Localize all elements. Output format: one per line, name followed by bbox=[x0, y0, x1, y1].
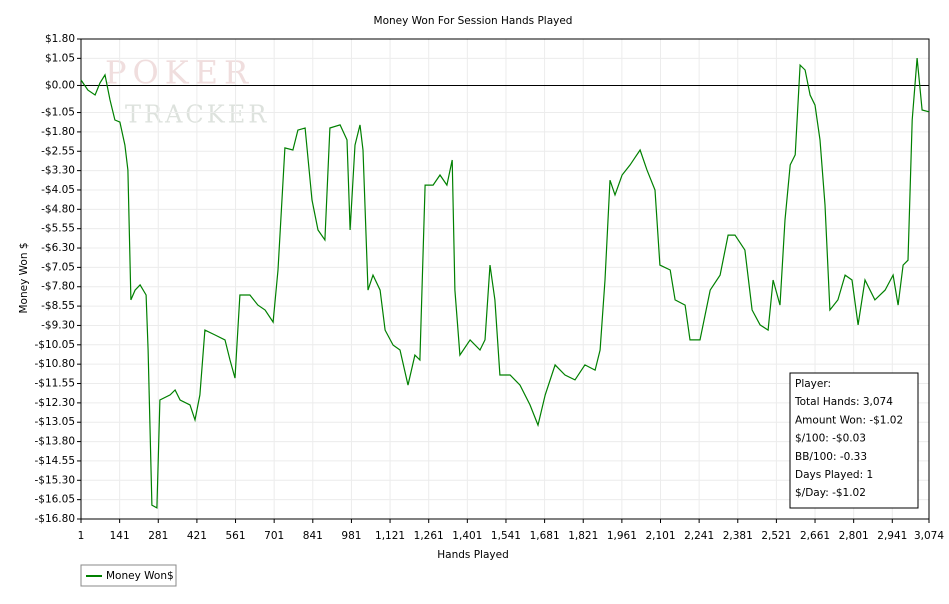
x-tick-label: 1,541 bbox=[491, 530, 521, 542]
y-tick-label: -$5.55 bbox=[41, 223, 75, 235]
x-tick-label: 2,381 bbox=[723, 530, 753, 542]
x-tick-label: 561 bbox=[226, 530, 246, 542]
y-tick-label: $0.00 bbox=[45, 79, 75, 91]
stats-line: Amount Won: -$1.02 bbox=[795, 414, 903, 426]
y-tick-label: -$3.30 bbox=[41, 165, 75, 177]
x-tick-label: 1,261 bbox=[414, 530, 444, 542]
chart-title: Money Won For Session Hands Played bbox=[374, 15, 573, 27]
y-tick-label: -$13.05 bbox=[34, 416, 75, 428]
x-tick-label: 1,821 bbox=[568, 530, 598, 542]
x-tick-label: 2,241 bbox=[684, 530, 714, 542]
x-tick-label: 3,074 bbox=[914, 530, 944, 542]
x-tick-label: 1,121 bbox=[375, 530, 405, 542]
stats-box bbox=[789, 372, 919, 509]
x-tick-label: 421 bbox=[187, 530, 207, 542]
x-tick-label: 981 bbox=[341, 530, 361, 542]
x-tick-label: 2,521 bbox=[761, 530, 791, 542]
x-tick-label: 281 bbox=[148, 530, 168, 542]
y-tick-label: -$7.80 bbox=[41, 281, 75, 293]
y-tick-label: $1.05 bbox=[45, 52, 75, 64]
y-axis-label: Money Won $ bbox=[18, 242, 30, 313]
plot-frame bbox=[80, 38, 930, 520]
y-tick-label: -$11.55 bbox=[34, 378, 75, 390]
y-tick-label: -$7.05 bbox=[41, 261, 75, 273]
watermark: TRACKER bbox=[125, 101, 269, 129]
stats-line: BB/100: -0.33 bbox=[795, 451, 867, 463]
y-tick-label: -$9.30 bbox=[41, 319, 75, 331]
legend-label: Money Won$ bbox=[106, 570, 174, 582]
y-tick-label: -$1.05 bbox=[41, 107, 75, 119]
stats-line: Days Played: 1 bbox=[795, 469, 873, 481]
x-tick-label: 2,941 bbox=[877, 530, 907, 542]
x-tick-label: 1,681 bbox=[530, 530, 560, 542]
x-tick-label: 701 bbox=[264, 530, 284, 542]
y-tick-label: -$13.80 bbox=[34, 436, 75, 448]
y-tick-label: -$14.55 bbox=[34, 455, 75, 467]
x-tick-label: 841 bbox=[303, 530, 323, 542]
y-tick-label: -$4.05 bbox=[41, 184, 75, 196]
x-tick-label: 1,961 bbox=[607, 530, 637, 542]
x-axis-label: Hands Played bbox=[437, 549, 508, 561]
stats-line: $/100: -$0.03 bbox=[795, 433, 866, 445]
x-tick-label: 2,661 bbox=[800, 530, 830, 542]
x-tick-label: 1 bbox=[78, 530, 85, 542]
x-tick-label: 1,401 bbox=[452, 530, 482, 542]
y-tick-label: -$2.55 bbox=[41, 145, 75, 157]
x-tick-label: 2,801 bbox=[839, 530, 869, 542]
x-tick-label: 2,101 bbox=[645, 530, 675, 542]
y-tick-label: -$6.30 bbox=[41, 242, 75, 254]
stats-line: $/Day: -$1.02 bbox=[795, 487, 866, 499]
legend-box bbox=[80, 564, 177, 587]
y-tick-label: -$15.30 bbox=[34, 474, 75, 486]
stats-line: Player: bbox=[795, 378, 831, 390]
y-tick-label: -$12.30 bbox=[34, 397, 75, 409]
y-tick-label: -$10.80 bbox=[34, 358, 75, 370]
y-tick-label: -$16.05 bbox=[34, 494, 75, 506]
y-tick-label: -$10.05 bbox=[34, 339, 75, 351]
y-tick-label: -$1.80 bbox=[41, 126, 75, 138]
y-tick-label: -$8.55 bbox=[41, 300, 75, 312]
x-tick-label: 141 bbox=[110, 530, 130, 542]
y-tick-label: -$16.80 bbox=[34, 513, 75, 525]
stats-line: Total Hands: 3,074 bbox=[794, 396, 893, 408]
y-tick-label: $1.80 bbox=[45, 33, 75, 45]
y-tick-label: -$4.80 bbox=[41, 203, 75, 215]
data-line bbox=[80, 58, 930, 509]
